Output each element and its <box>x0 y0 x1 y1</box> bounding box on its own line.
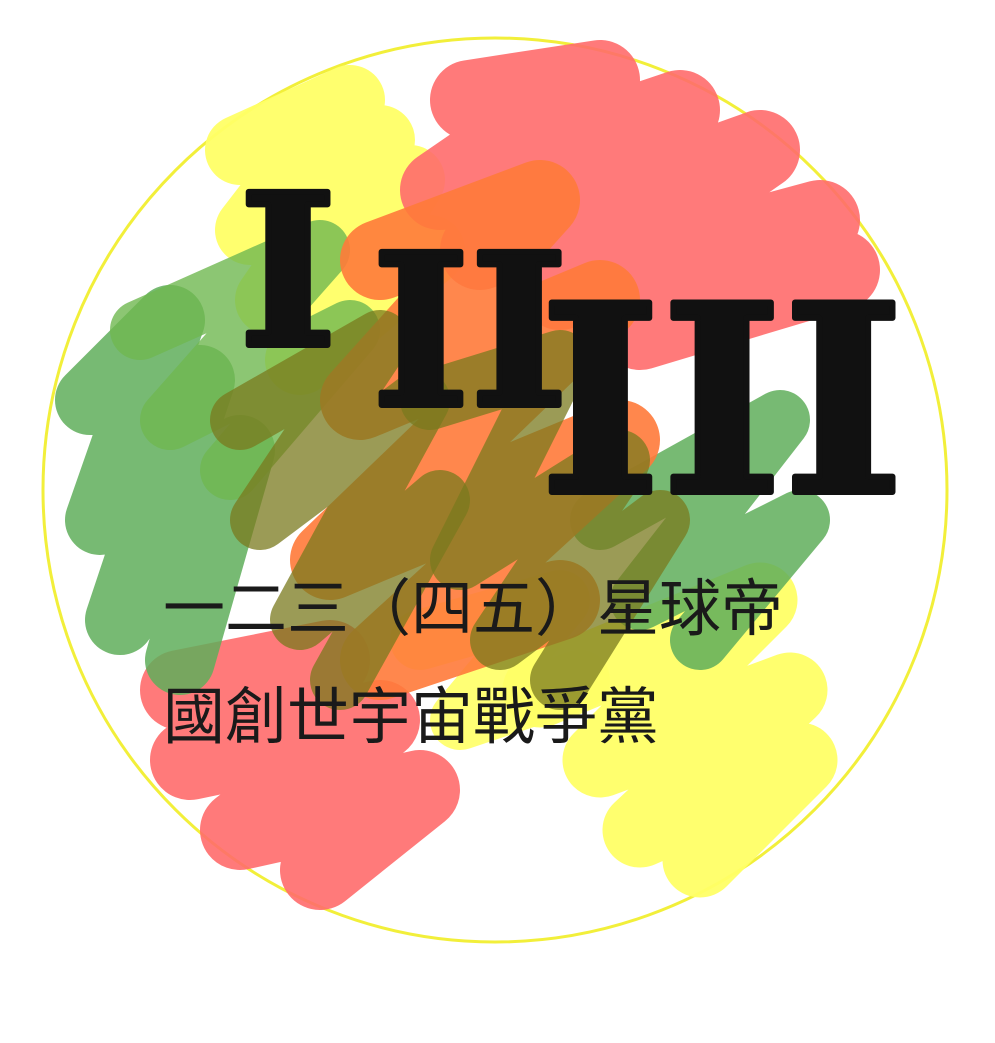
outer-ring <box>41 36 949 944</box>
caption-line-2: 國創世宇宙戰爭黨 <box>163 680 660 753</box>
red-scribble-top <box>400 40 880 370</box>
numeral-one: I <box>239 148 337 395</box>
numeral-two: II <box>372 208 568 455</box>
olive-scribble-center <box>400 330 690 710</box>
numeral-three: III <box>540 249 905 554</box>
orange-scribble <box>290 160 660 700</box>
caption-line-1: 一二三（四五）星球帝 <box>163 572 784 645</box>
